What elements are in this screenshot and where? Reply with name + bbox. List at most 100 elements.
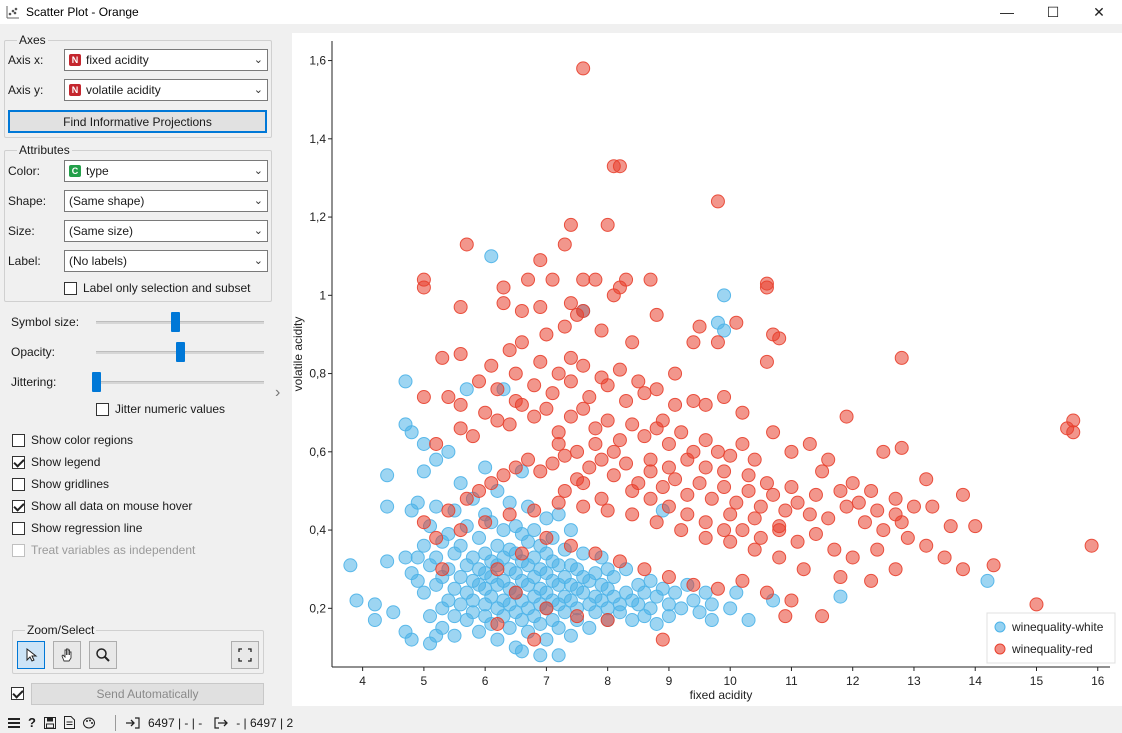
axis-y-select[interactable]: N volatile acidity ⌄ [64,79,268,101]
white-wine-point [441,593,456,608]
jittering-slider[interactable] [96,381,264,384]
red-wine-point [655,480,670,495]
red-wine-point [496,296,511,311]
white-wine-point [496,523,511,538]
jitter-numeric-checkbox[interactable]: Jitter numeric values [96,402,225,416]
white-wine-point [416,538,431,553]
red-wine-point [416,515,431,530]
opacity-handle[interactable] [176,342,185,362]
symbol-size-handle[interactable] [170,312,180,332]
axis-y-value: volatile acidity [86,83,161,97]
scatter-plot-area[interactable]: 4 5 6 7 8 9 10 11 12 13 14 15 16 0,2 0,4 0,6 0,8 1 1,2 1,4 1… [292,33,1122,706]
red-wine-point [484,358,499,373]
red-wine-point [821,452,836,467]
maximize-button[interactable]: ☐ [1030,0,1076,24]
white-wine-point [661,597,676,612]
visual-settings-icon[interactable] [82,717,97,729]
white-wine-point [612,605,627,620]
red-wine-point [723,448,738,463]
label-select[interactable]: (No labels) ⌄ [64,250,268,272]
red-wine-point [508,393,523,408]
symbol-size-slider[interactable] [96,321,264,324]
red-wine-point [717,523,732,538]
zoom-tool-button[interactable] [89,641,117,669]
red-wine-point [833,570,848,585]
x-tick-label: 14 [969,674,983,688]
x-tick-label: 16 [1091,674,1105,688]
x-tick-label: 5 [421,674,428,688]
reset-zoom-button[interactable] [231,641,259,669]
red-wine-point [986,558,1001,573]
red-wine-point [821,511,836,526]
size-select[interactable]: (Same size) ⌄ [64,220,268,242]
red-wine-point [429,436,444,451]
show-gridlines-checkbox[interactable]: Show gridlines [12,477,109,491]
red-wine-point [900,530,915,545]
label-only-selection-text: Label only selection and subset [83,281,251,295]
label-only-selection-checkbox[interactable]: Label only selection and subset [64,281,250,295]
close-button[interactable]: ✕ [1076,0,1122,24]
send-automatically-checkbox[interactable] [11,687,30,700]
white-wine-point [502,495,517,510]
white-wine-point [557,605,572,620]
save-icon[interactable] [43,716,56,729]
red-wine-point [557,483,572,498]
white-wine-point [833,589,848,604]
white-wine-point [655,581,670,596]
red-wine-point [545,272,560,287]
red-wine-point [808,526,823,541]
red-wine-point [772,550,787,565]
white-wine-point [416,464,431,479]
help-icon[interactable]: ? [28,715,36,730]
legend-label: winequality-red [1011,642,1093,656]
send-automatically-button[interactable]: Send Automatically [31,683,264,705]
show-all-data-checkbox[interactable]: Show all data on mouse hover [12,499,192,513]
red-wine-point [919,538,934,553]
y-tick-label: 0,4 [309,523,326,537]
shape-select[interactable]: (Same shape) ⌄ [64,190,268,212]
red-wine-point [772,331,787,346]
minimize-button[interactable]: — [984,0,1030,24]
red-wine-point [870,542,885,557]
jittering-handle[interactable] [92,372,101,392]
white-wine-point [643,573,658,588]
chevron-down-icon: ⌄ [253,195,263,207]
red-wine-point [894,440,909,455]
red-wine-point [435,562,450,577]
red-wine-point [790,495,805,510]
white-wine-point [723,601,738,616]
white-wine-point [404,425,419,440]
red-wine-point [545,386,560,401]
numeric-variable-icon: N [69,84,81,96]
show-legend-checkbox[interactable]: Show legend [12,455,100,469]
menu-icon[interactable] [8,717,20,728]
red-wine-point [735,573,750,588]
show-regression-line-checkbox[interactable]: Show regression line [12,521,142,535]
red-wine-point [723,534,738,549]
white-wine-point [423,609,438,624]
red-wine-point [563,350,578,365]
white-wine-point [514,644,529,659]
red-wine-point [766,425,781,440]
report-icon[interactable] [63,716,75,729]
collapse-panel-icon[interactable]: › [275,384,281,401]
red-wine-point [772,519,787,534]
white-wine-point [416,585,431,600]
axis-x-select[interactable]: N fixed acidity ⌄ [64,49,268,71]
red-wine-point [637,386,652,401]
y-tick-label: 1,6 [309,54,326,68]
white-wine-point [521,534,536,549]
pan-tool-button[interactable] [53,641,81,669]
red-wine-point [551,436,566,451]
red-wine-point [655,413,670,428]
scatter-plot-chart[interactable]: 4 5 6 7 8 9 10 11 12 13 14 15 16 0,2 0,4 0,6 0,8 1 1,2 1,4 1… [292,33,1122,706]
pointer-tool-button[interactable] [17,641,45,669]
x-tick-label: 15 [1030,674,1044,688]
find-informative-projections-button[interactable]: Find Informative Projections [8,110,267,133]
treat-variables-independent-checkbox[interactable]: Treat variables as independent [12,543,195,557]
axis-x-value: fixed acidity [86,53,149,67]
red-wine-point [484,476,499,491]
x-tick-label: 6 [482,674,489,688]
color-select[interactable]: C type ⌄ [64,160,268,182]
show-color-regions-checkbox[interactable]: Show color regions [12,433,133,447]
